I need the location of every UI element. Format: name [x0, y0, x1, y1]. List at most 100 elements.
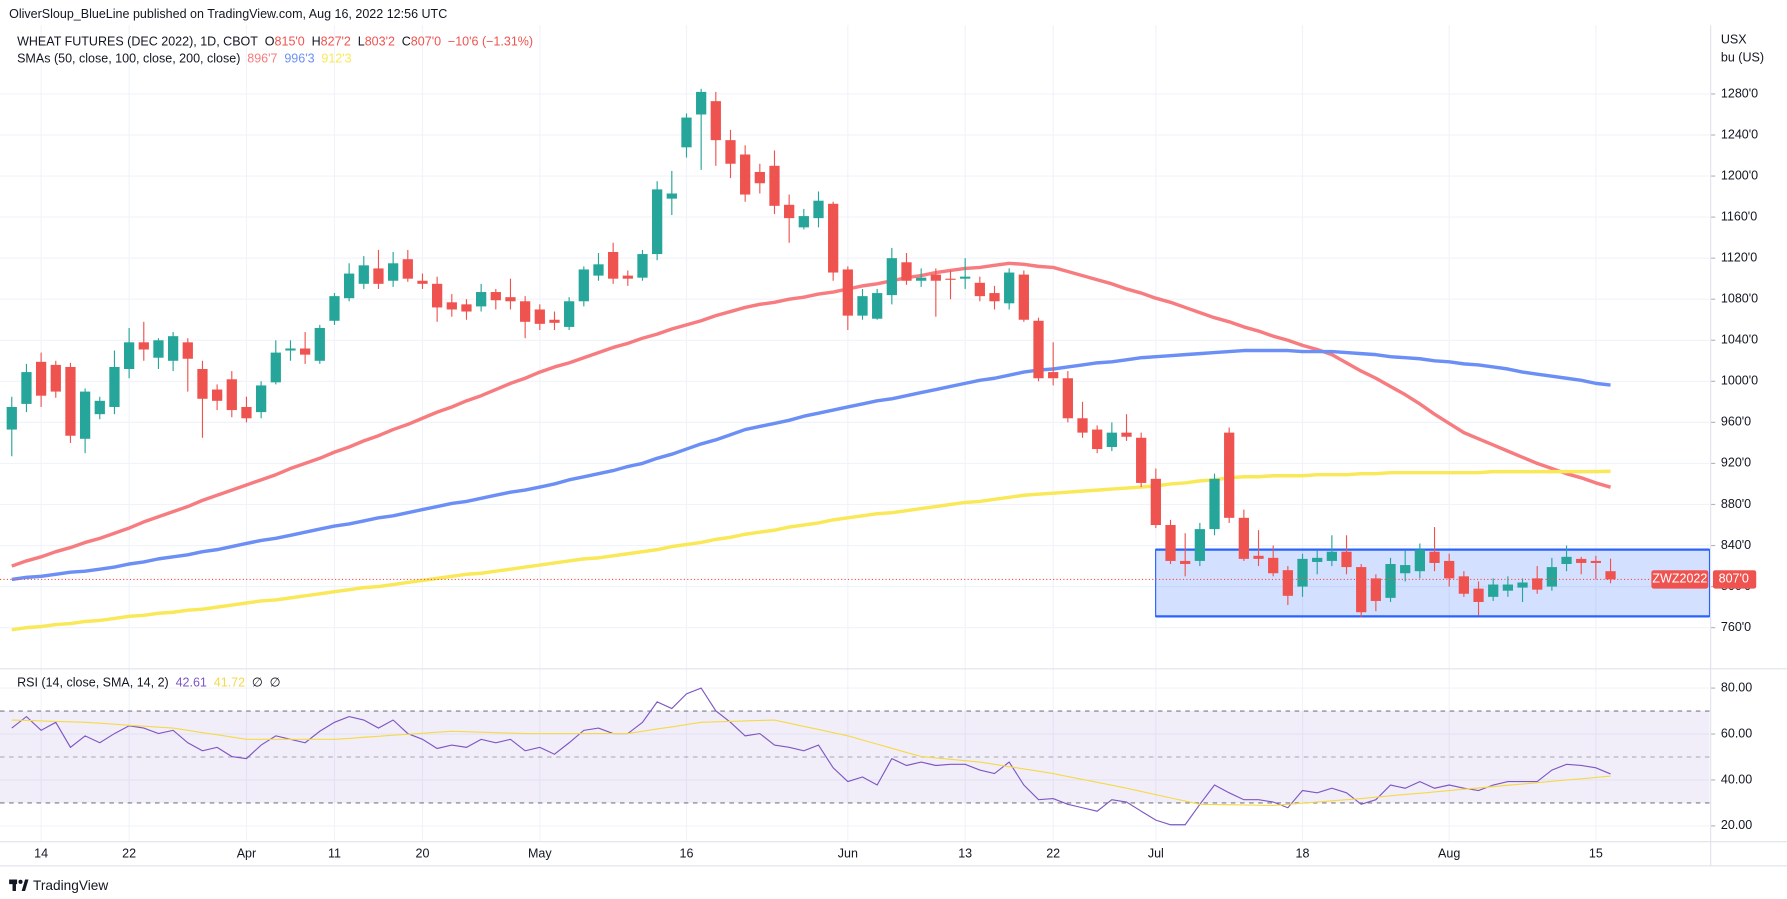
candle-body: [446, 302, 457, 310]
legend-item: 912'3: [321, 52, 351, 66]
candle-body: [1532, 578, 1543, 590]
candle-body: [1561, 556, 1572, 565]
y-tick-label: 80.00: [1721, 680, 1752, 694]
candle-body: [886, 258, 897, 296]
candle-body: [1576, 558, 1587, 563]
candle-body: [461, 304, 472, 312]
candle-body: [402, 259, 413, 279]
candle-body: [813, 200, 824, 219]
candle-body: [1194, 529, 1205, 561]
candle-body: [681, 117, 692, 148]
candle-body: [945, 278, 956, 280]
candle-body: [1238, 517, 1249, 559]
candle-body: [769, 165, 780, 206]
candle-body: [1444, 560, 1455, 579]
x-tick-label: 22: [122, 847, 136, 861]
brand: TradingView: [33, 878, 108, 893]
candle-body: [1546, 567, 1558, 587]
legend-item: 896'7: [247, 52, 277, 66]
candle-body: [314, 327, 325, 361]
candle-body: [1605, 571, 1616, 580]
candle-body: [725, 140, 736, 164]
x-tick-label: May: [528, 847, 552, 861]
x-tick-label: 20: [416, 847, 430, 861]
candle-body: [666, 193, 677, 199]
candle-body: [505, 297, 516, 302]
legend: RSI (14, close, SMA, 14, 2) 42.61 41.72 ∅ ∅: [17, 676, 280, 690]
x-tick-label: Apr: [237, 847, 256, 861]
y-tick-label: 760'0: [1721, 620, 1751, 634]
candle-body: [226, 379, 237, 411]
y-tick-label: 1000'0: [1721, 374, 1758, 388]
candle-body: [916, 277, 927, 281]
candle-body: [1297, 558, 1308, 587]
x-tick-label: Jun: [838, 847, 858, 861]
candle-body: [1326, 551, 1337, 561]
candle-body: [564, 301, 575, 327]
sma-line: [11, 469, 1611, 632]
candle-body: [432, 283, 443, 308]
x-tick-label: 15: [1589, 847, 1603, 861]
candle-body: [593, 264, 604, 276]
legend-item: H: [312, 35, 321, 49]
legend-item: 807'0: [411, 35, 441, 49]
y-tick-label: 1120'0: [1721, 250, 1757, 264]
sma-line: [11, 348, 1611, 582]
price-tag: 807'0: [1719, 572, 1749, 586]
candle-body: [578, 269, 589, 302]
candle-body: [476, 292, 487, 307]
candle-body: [608, 252, 619, 279]
legend-item: O: [265, 35, 275, 49]
x-tick-label: 22: [1046, 847, 1060, 861]
unit-label: bu (US): [1721, 51, 1764, 65]
publisher: OliverSloup_BlueLine published on Tradin…: [9, 7, 447, 21]
y-tick-label: 60.00: [1721, 726, 1752, 740]
y-tick-label: 1240'0: [1721, 127, 1758, 141]
rsi-line: [11, 719, 1611, 807]
candle-body: [1400, 565, 1411, 574]
candle-body: [1150, 478, 1161, 526]
candle-body: [1048, 372, 1059, 379]
candle-body: [1136, 437, 1147, 483]
sma-line: [11, 261, 1612, 568]
candle-body: [285, 348, 296, 351]
symbol-tag: ZWZ2022: [1652, 572, 1707, 586]
y-tick-label: 1280'0: [1721, 86, 1758, 100]
candle-body: [974, 282, 985, 297]
candle-body: [1209, 478, 1220, 530]
candle-body: [828, 203, 839, 273]
candle-body: [211, 389, 223, 401]
candle-body: [1341, 551, 1352, 568]
candle-body: [35, 361, 47, 396]
x-tick-label: 16: [680, 847, 694, 861]
candle-body: [343, 273, 355, 299]
candle-body: [549, 319, 560, 323]
candle-body: [754, 171, 765, 184]
candle-body: [388, 263, 399, 281]
legend: WHEAT FUTURES (DEC 2022), 1D, CBOT O815'0…: [17, 35, 533, 49]
candle-body: [329, 296, 340, 321]
y-tick-label: 1040'0: [1721, 333, 1758, 347]
legend-item: SMAs (50, close, 100, close, 200, close): [17, 52, 240, 66]
candle-body: [182, 342, 193, 359]
candle-body: [1106, 432, 1117, 448]
y-tick-label: 920'0: [1721, 456, 1751, 470]
x-tick-label: 14: [34, 847, 48, 861]
candle-body: [1077, 418, 1088, 433]
candle-body: [1033, 320, 1044, 379]
candle-body: [652, 189, 663, 255]
y-tick-label: 880'0: [1721, 497, 1751, 511]
x-tick-label: Jul: [1148, 847, 1164, 861]
candle-body: [1253, 555, 1264, 559]
candle-body: [1282, 570, 1293, 596]
candle-body: [1356, 567, 1367, 613]
candle-body: [740, 154, 751, 195]
candle-body: [270, 352, 281, 383]
candle-body: [241, 406, 252, 419]
y-tick-label: 1160'0: [1721, 209, 1757, 223]
candle-body: [50, 364, 61, 392]
unit-label: USX: [1721, 32, 1747, 46]
candle-body: [1268, 557, 1279, 574]
candle-body: [1502, 584, 1514, 591]
